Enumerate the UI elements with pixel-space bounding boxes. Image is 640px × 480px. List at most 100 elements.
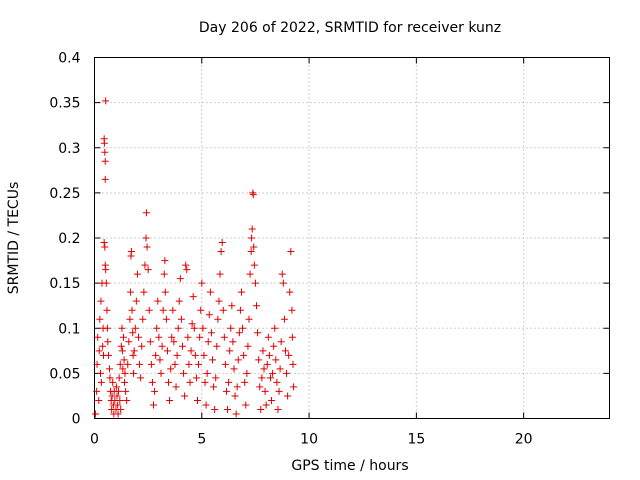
data-point xyxy=(138,342,146,350)
data-point xyxy=(180,369,188,377)
data-point xyxy=(122,387,130,395)
data-point xyxy=(109,378,117,386)
data-point xyxy=(167,365,175,373)
data-point xyxy=(279,279,287,287)
data-point xyxy=(101,243,109,251)
data-point xyxy=(166,396,174,404)
data-point xyxy=(162,315,170,323)
data-point xyxy=(250,243,258,251)
data-point xyxy=(217,248,225,256)
y-tick-label: 0.05 xyxy=(49,366,80,382)
data-point xyxy=(187,347,195,355)
data-point xyxy=(185,360,193,368)
data-point xyxy=(114,410,122,418)
data-point xyxy=(189,293,197,301)
data-point xyxy=(115,387,123,395)
data-point xyxy=(260,365,268,373)
data-point xyxy=(129,351,137,359)
data-point xyxy=(196,333,204,341)
data-point xyxy=(170,338,178,346)
data-point xyxy=(215,297,223,305)
data-point xyxy=(188,320,196,328)
data-point xyxy=(182,261,190,269)
y-tick-label: 0.4 xyxy=(58,51,80,67)
data-point xyxy=(211,405,219,413)
data-point xyxy=(237,288,245,296)
data-point xyxy=(274,405,282,413)
data-point xyxy=(172,383,180,391)
data-point xyxy=(123,396,131,404)
data-point xyxy=(121,378,129,386)
data-point xyxy=(284,392,292,400)
data-point xyxy=(94,333,102,341)
data-point xyxy=(133,270,141,278)
data-point xyxy=(125,338,133,346)
data-point xyxy=(174,324,182,332)
data-point xyxy=(265,351,273,359)
data-point xyxy=(99,342,107,350)
data-point xyxy=(233,383,241,391)
data-point xyxy=(128,306,136,314)
data-point xyxy=(228,302,236,310)
data-point xyxy=(131,324,139,332)
data-point xyxy=(244,342,252,350)
data-point xyxy=(245,315,253,323)
data-point xyxy=(242,401,250,409)
x-tick-label: 20 xyxy=(515,432,533,448)
data-point xyxy=(104,338,112,346)
data-point xyxy=(250,261,258,269)
data-point xyxy=(194,396,201,404)
data-point xyxy=(283,369,291,377)
data-point xyxy=(101,175,109,183)
data-point xyxy=(101,157,109,165)
x-tick-label: 0 xyxy=(90,432,99,448)
data-point xyxy=(214,315,222,323)
data-point xyxy=(243,369,251,377)
data-point xyxy=(275,387,283,395)
data-point xyxy=(209,356,217,364)
data-point xyxy=(97,297,105,305)
data-point xyxy=(159,306,167,314)
data-point xyxy=(140,288,148,296)
data-point xyxy=(121,369,129,377)
data-point xyxy=(191,351,199,359)
data-point xyxy=(104,351,112,359)
data-point xyxy=(120,356,128,364)
data-point xyxy=(271,324,279,332)
data-point xyxy=(153,324,161,332)
data-point xyxy=(124,360,132,368)
y-tick-label: 0.1 xyxy=(58,321,80,337)
data-point xyxy=(199,324,207,332)
data-point xyxy=(205,311,213,319)
data-point xyxy=(203,369,211,377)
data-point xyxy=(114,401,122,409)
data-point xyxy=(183,266,191,274)
data-point xyxy=(144,266,152,274)
data-point xyxy=(127,248,135,256)
data-point xyxy=(248,234,256,242)
data-point xyxy=(220,333,228,341)
data-point xyxy=(249,191,257,199)
data-point xyxy=(155,333,163,341)
data-point xyxy=(268,396,276,404)
data-point xyxy=(213,342,221,350)
data-point xyxy=(181,392,189,400)
data-point xyxy=(101,148,109,156)
data-point xyxy=(248,225,256,233)
data-point xyxy=(106,374,114,382)
data-point xyxy=(118,347,126,355)
data-point xyxy=(117,405,125,413)
data-point xyxy=(102,266,110,274)
data-point xyxy=(197,306,205,314)
data-point xyxy=(130,347,138,355)
x-tick-label: 10 xyxy=(300,432,318,448)
data-point xyxy=(97,369,105,377)
data-point xyxy=(100,139,108,147)
data-point xyxy=(290,383,298,391)
data-point xyxy=(212,374,220,382)
data-point xyxy=(171,360,179,368)
data-point xyxy=(157,369,165,377)
data-point xyxy=(272,356,280,364)
data-point xyxy=(258,374,266,382)
data-point xyxy=(118,324,126,332)
